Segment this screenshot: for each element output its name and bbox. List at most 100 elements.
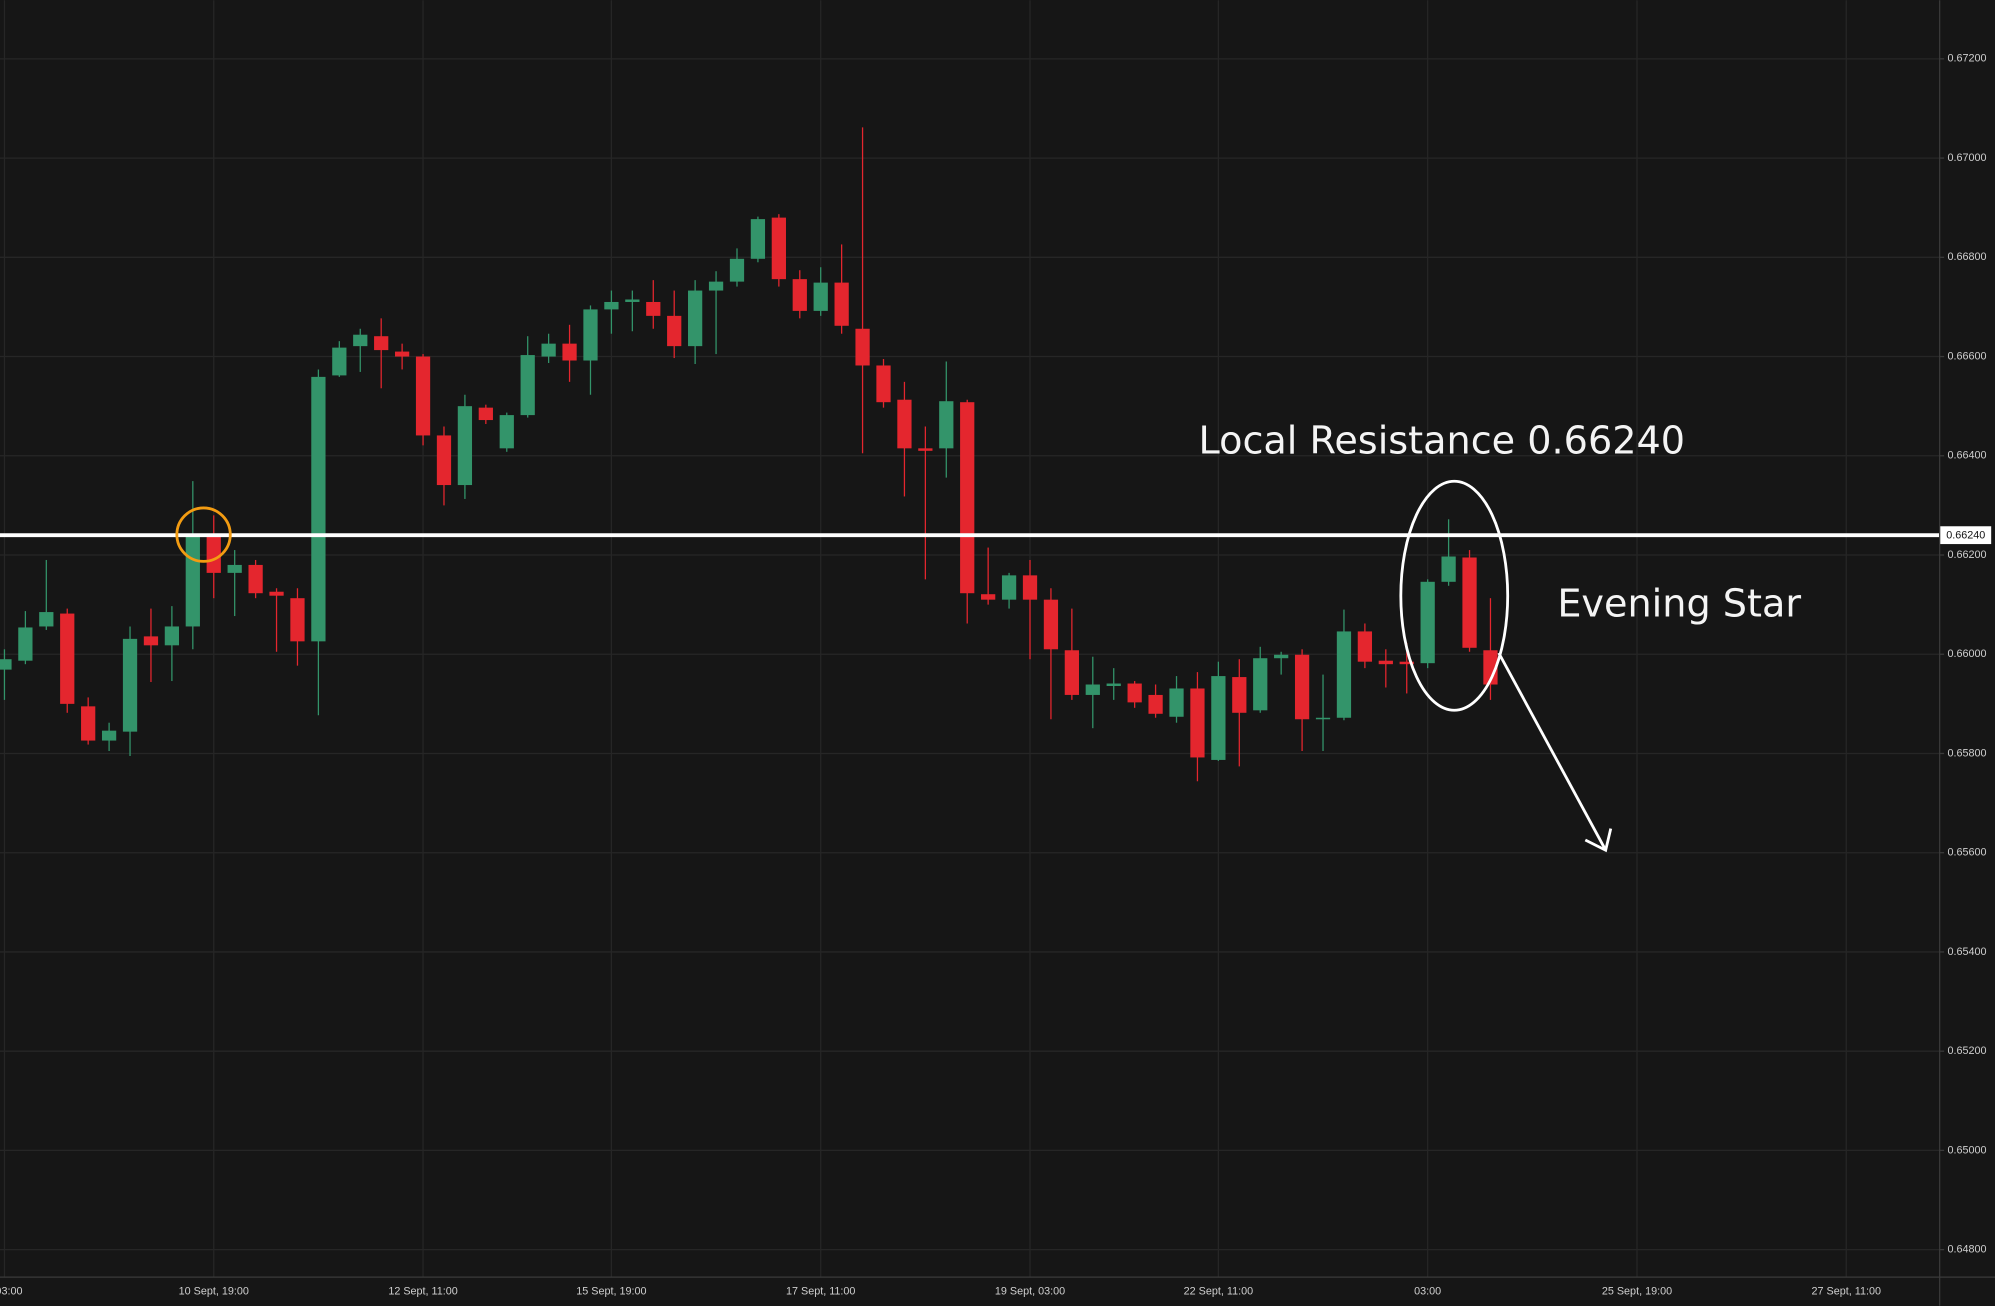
candle-body — [729, 258, 745, 282]
candle-body — [18, 627, 33, 661]
candle-body — [143, 636, 159, 646]
candle-body — [813, 282, 828, 311]
candle-body — [374, 336, 389, 351]
y-tick-label: 0.65000 — [1947, 1144, 1986, 1156]
candle-body — [604, 301, 619, 310]
candle-body — [1336, 631, 1352, 718]
x-tick-label: 10 Sept, 19:00 — [179, 1286, 249, 1298]
candle-body — [1315, 717, 1331, 720]
candle-body — [394, 351, 410, 357]
arrow-head — [1584, 828, 1613, 853]
y-tick-label: 0.65200 — [1947, 1045, 1986, 1057]
candle-body — [1064, 650, 1079, 695]
candle-body — [101, 730, 117, 741]
x-tick-label: 22 Sept, 11:00 — [1184, 1286, 1253, 1298]
resistance-label: 0.66240 — [1946, 530, 1985, 542]
y-tick-label: 0.66200 — [1947, 549, 1986, 561]
candle-body — [708, 281, 724, 291]
y-tick-label: 0.65600 — [1947, 847, 1986, 859]
candle-body — [436, 435, 452, 486]
candles — [0, 127, 1498, 782]
y-tick-label: 0.65400 — [1947, 946, 1986, 958]
y-tick-label: 0.66000 — [1947, 648, 1986, 660]
candle-body — [1190, 688, 1205, 758]
candle-body — [541, 343, 556, 357]
x-tick-label: 12 Sept, 11:00 — [388, 1286, 457, 1298]
candle-body — [1357, 631, 1373, 662]
candle-body — [311, 376, 326, 642]
candle-body — [625, 299, 640, 302]
candle-body — [855, 328, 870, 366]
y-tick-label: 0.67200 — [1947, 53, 1986, 65]
candle-body — [1399, 661, 1414, 665]
candle-body — [1294, 654, 1310, 720]
candle-body — [0, 659, 12, 670]
candle-body — [478, 407, 493, 421]
annotation: Local Resistance 0.66240 — [1199, 419, 1686, 463]
candle-body — [771, 217, 786, 280]
annotation: Evening Star — [1557, 581, 1801, 625]
y-tick-label: 0.66600 — [1947, 350, 1986, 362]
highlight-circle — [175, 506, 232, 563]
candle-body — [332, 347, 347, 376]
x-tick-label: 27 Sept, 11:00 — [1812, 1286, 1881, 1298]
candle-body — [667, 315, 682, 347]
candle-body — [1253, 658, 1268, 711]
candle-body — [269, 591, 284, 596]
candle-body — [792, 279, 807, 311]
candle-body — [81, 706, 96, 741]
candle-body — [1274, 654, 1289, 659]
resistance-label-box — [1940, 526, 1992, 545]
candle-body — [981, 594, 996, 600]
candle-body — [415, 356, 431, 436]
y-tick-label: 0.66400 — [1947, 450, 1986, 462]
candle-body — [939, 401, 954, 449]
candle-body — [185, 534, 200, 627]
candle-body — [520, 355, 535, 416]
axes: 0.67200 0.67000 0.66800 0.66600 0.66400 0.662… — [0, 53, 1992, 1298]
candle-body — [1169, 688, 1184, 717]
x-tick-label: 03:00 — [1414, 1286, 1441, 1298]
pattern-ellipse — [1399, 479, 1510, 712]
candle-body — [1378, 660, 1393, 665]
candle-body — [583, 309, 598, 361]
candle-body — [39, 612, 54, 627]
candle-body — [1127, 683, 1142, 703]
candle-body — [1232, 677, 1247, 713]
y-tick-label: 0.67000 — [1947, 152, 1986, 164]
candle-body — [1462, 557, 1477, 648]
x-tick-label: 25 Sept, 19:00 — [1602, 1286, 1672, 1298]
candle-body — [248, 564, 263, 594]
candle-body — [457, 406, 473, 486]
candle-body — [1441, 556, 1456, 582]
candle-body — [206, 534, 221, 573]
candle-body — [918, 448, 933, 451]
x-tick-label: 19 Sept, 03:00 — [995, 1286, 1065, 1298]
candle-body — [227, 564, 242, 573]
candle-body — [122, 638, 138, 732]
candle-body — [960, 402, 975, 594]
candle-body — [897, 399, 912, 449]
candle-body — [876, 365, 891, 403]
candle-body — [1043, 599, 1059, 650]
candle-body — [1022, 575, 1038, 600]
candle-body — [1211, 676, 1226, 760]
candle-body — [1085, 684, 1100, 695]
candle-body — [750, 219, 766, 259]
arrow-shaft — [1497, 652, 1607, 851]
candle-body — [646, 301, 661, 316]
candle-body — [834, 282, 849, 326]
y-tick-label: 0.66800 — [1947, 251, 1986, 263]
candle-body — [1106, 683, 1121, 687]
candle-body — [1483, 650, 1498, 685]
candle-body — [60, 613, 75, 704]
candle-body — [290, 598, 305, 642]
candle-body — [1001, 575, 1017, 600]
candle-body — [1148, 694, 1163, 714]
candle-body — [499, 415, 514, 449]
candle-body — [353, 334, 368, 347]
candle-body — [164, 626, 180, 646]
x-tick-label: t, 03:00 — [0, 1286, 22, 1298]
